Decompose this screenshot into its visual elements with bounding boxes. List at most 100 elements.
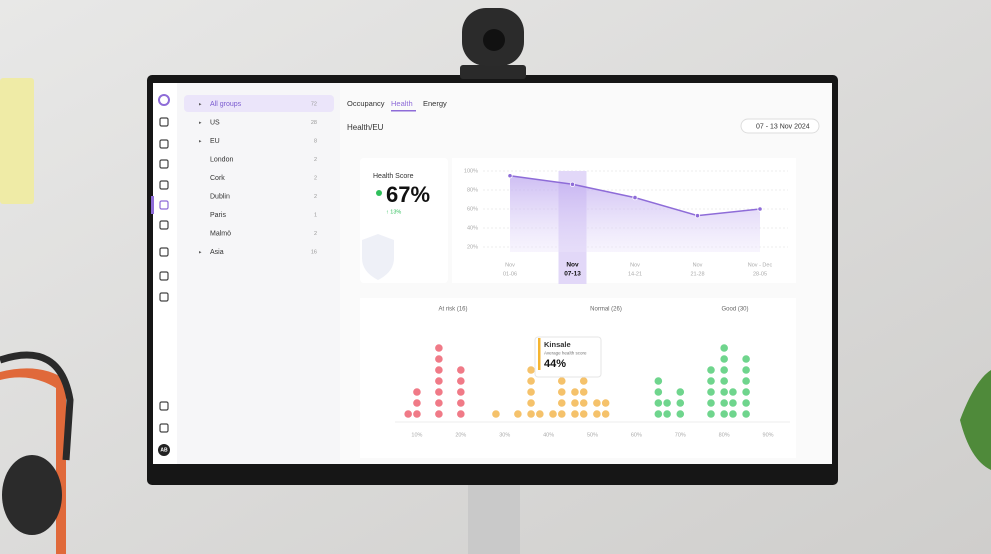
group-label[interactable]: EU (210, 138, 220, 145)
dot[interactable] (663, 410, 671, 418)
dot[interactable] (707, 410, 715, 418)
nav-icon[interactable] (159, 401, 169, 411)
dot[interactable] (557, 388, 566, 396)
dot[interactable] (742, 377, 750, 385)
dot[interactable] (593, 399, 601, 407)
dot[interactable] (579, 388, 588, 396)
dot[interactable] (571, 410, 579, 418)
dot[interactable] (457, 388, 465, 396)
dot[interactable] (435, 377, 443, 385)
dot[interactable] (579, 377, 588, 385)
dot[interactable] (676, 388, 685, 396)
dot[interactable] (601, 399, 610, 407)
tab[interactable]: Health (391, 99, 413, 108)
dot[interactable] (557, 410, 566, 418)
dot[interactable] (729, 399, 737, 407)
nav-icon[interactable] (159, 220, 169, 230)
dot[interactable] (536, 410, 544, 418)
group-label[interactable]: London (210, 156, 233, 163)
dot[interactable] (435, 410, 443, 418)
group-label[interactable]: Asia (210, 249, 224, 256)
date-picker[interactable] (740, 118, 820, 134)
dot[interactable] (707, 377, 715, 385)
x-label-days[interactable]: 14-21 (628, 271, 642, 277)
dot[interactable] (413, 410, 421, 418)
x-label-days[interactable]: 01-06 (503, 271, 517, 277)
dot[interactable] (435, 388, 443, 396)
x-label-days[interactable]: 28-05 (753, 271, 767, 277)
dot[interactable] (579, 410, 588, 418)
dot[interactable] (742, 388, 750, 396)
dot[interactable] (527, 399, 535, 407)
dot[interactable] (413, 388, 421, 396)
nav-icon[interactable] (159, 117, 169, 127)
dot[interactable] (729, 388, 737, 396)
dot[interactable] (527, 388, 535, 396)
dot[interactable] (435, 344, 443, 352)
dot[interactable] (720, 399, 728, 407)
dot[interactable] (457, 377, 465, 385)
tab[interactable]: Occupancy (347, 99, 385, 108)
dot[interactable] (742, 410, 750, 418)
dot[interactable] (457, 410, 465, 418)
dot[interactable] (601, 410, 610, 418)
dot[interactable] (720, 355, 728, 363)
tab[interactable]: Energy (423, 99, 447, 108)
dot[interactable] (435, 355, 443, 363)
group-label[interactable]: US (210, 119, 220, 126)
dot[interactable] (557, 377, 566, 385)
dot[interactable] (527, 410, 535, 418)
x-label-month[interactable]: Nov - Dec (748, 262, 773, 268)
dot[interactable] (579, 399, 588, 407)
nav-icon[interactable] (159, 423, 169, 433)
dot[interactable] (742, 355, 750, 363)
x-label-month[interactable]: Nov (630, 262, 640, 268)
nav-icon[interactable] (159, 247, 169, 257)
dot[interactable] (676, 399, 685, 407)
dot[interactable] (492, 410, 500, 418)
nav-icon[interactable] (159, 200, 169, 210)
dot[interactable] (742, 399, 750, 407)
dot[interactable] (720, 344, 728, 352)
dot[interactable] (435, 366, 443, 374)
nav-icon[interactable] (159, 159, 169, 169)
dot[interactable] (557, 399, 566, 407)
dot[interactable] (707, 366, 715, 374)
group-label[interactable]: Dublin (210, 193, 230, 200)
dot[interactable] (527, 366, 535, 374)
dot[interactable] (593, 410, 601, 418)
dot[interactable] (742, 366, 750, 374)
group-label[interactable]: Cork (210, 175, 225, 182)
nav-icon[interactable] (159, 292, 169, 302)
dot[interactable] (654, 388, 663, 396)
group-label[interactable]: Paris (210, 212, 226, 219)
dot[interactable] (654, 377, 663, 385)
dot[interactable] (435, 399, 443, 407)
nav-icon[interactable] (159, 180, 169, 190)
group-label[interactable]: Malmö (210, 230, 231, 237)
dot[interactable] (654, 410, 663, 418)
x-label-month[interactable]: Nov (693, 262, 703, 268)
dot[interactable] (514, 410, 522, 418)
nav-icon[interactable] (159, 271, 169, 281)
dot[interactable] (571, 388, 579, 396)
x-label-month[interactable]: Nov (566, 262, 579, 269)
dot[interactable] (707, 388, 715, 396)
dot[interactable] (413, 399, 421, 407)
x-label-month[interactable]: Nov (505, 262, 515, 268)
nav-icon[interactable] (159, 139, 169, 149)
x-label-days[interactable]: 21-28 (690, 271, 704, 277)
dot[interactable] (707, 399, 715, 407)
dot[interactable] (729, 410, 737, 418)
dot[interactable] (663, 399, 671, 407)
dot[interactable] (527, 377, 535, 385)
dot[interactable] (457, 399, 465, 407)
dot[interactable] (457, 366, 465, 374)
dot[interactable] (654, 399, 663, 407)
x-label-days[interactable]: 07-13 (564, 271, 581, 278)
dot[interactable] (549, 410, 557, 418)
group-label[interactable]: All groups (210, 101, 242, 108)
dot[interactable] (720, 410, 728, 418)
dot[interactable] (720, 388, 728, 396)
dot[interactable] (720, 366, 728, 374)
